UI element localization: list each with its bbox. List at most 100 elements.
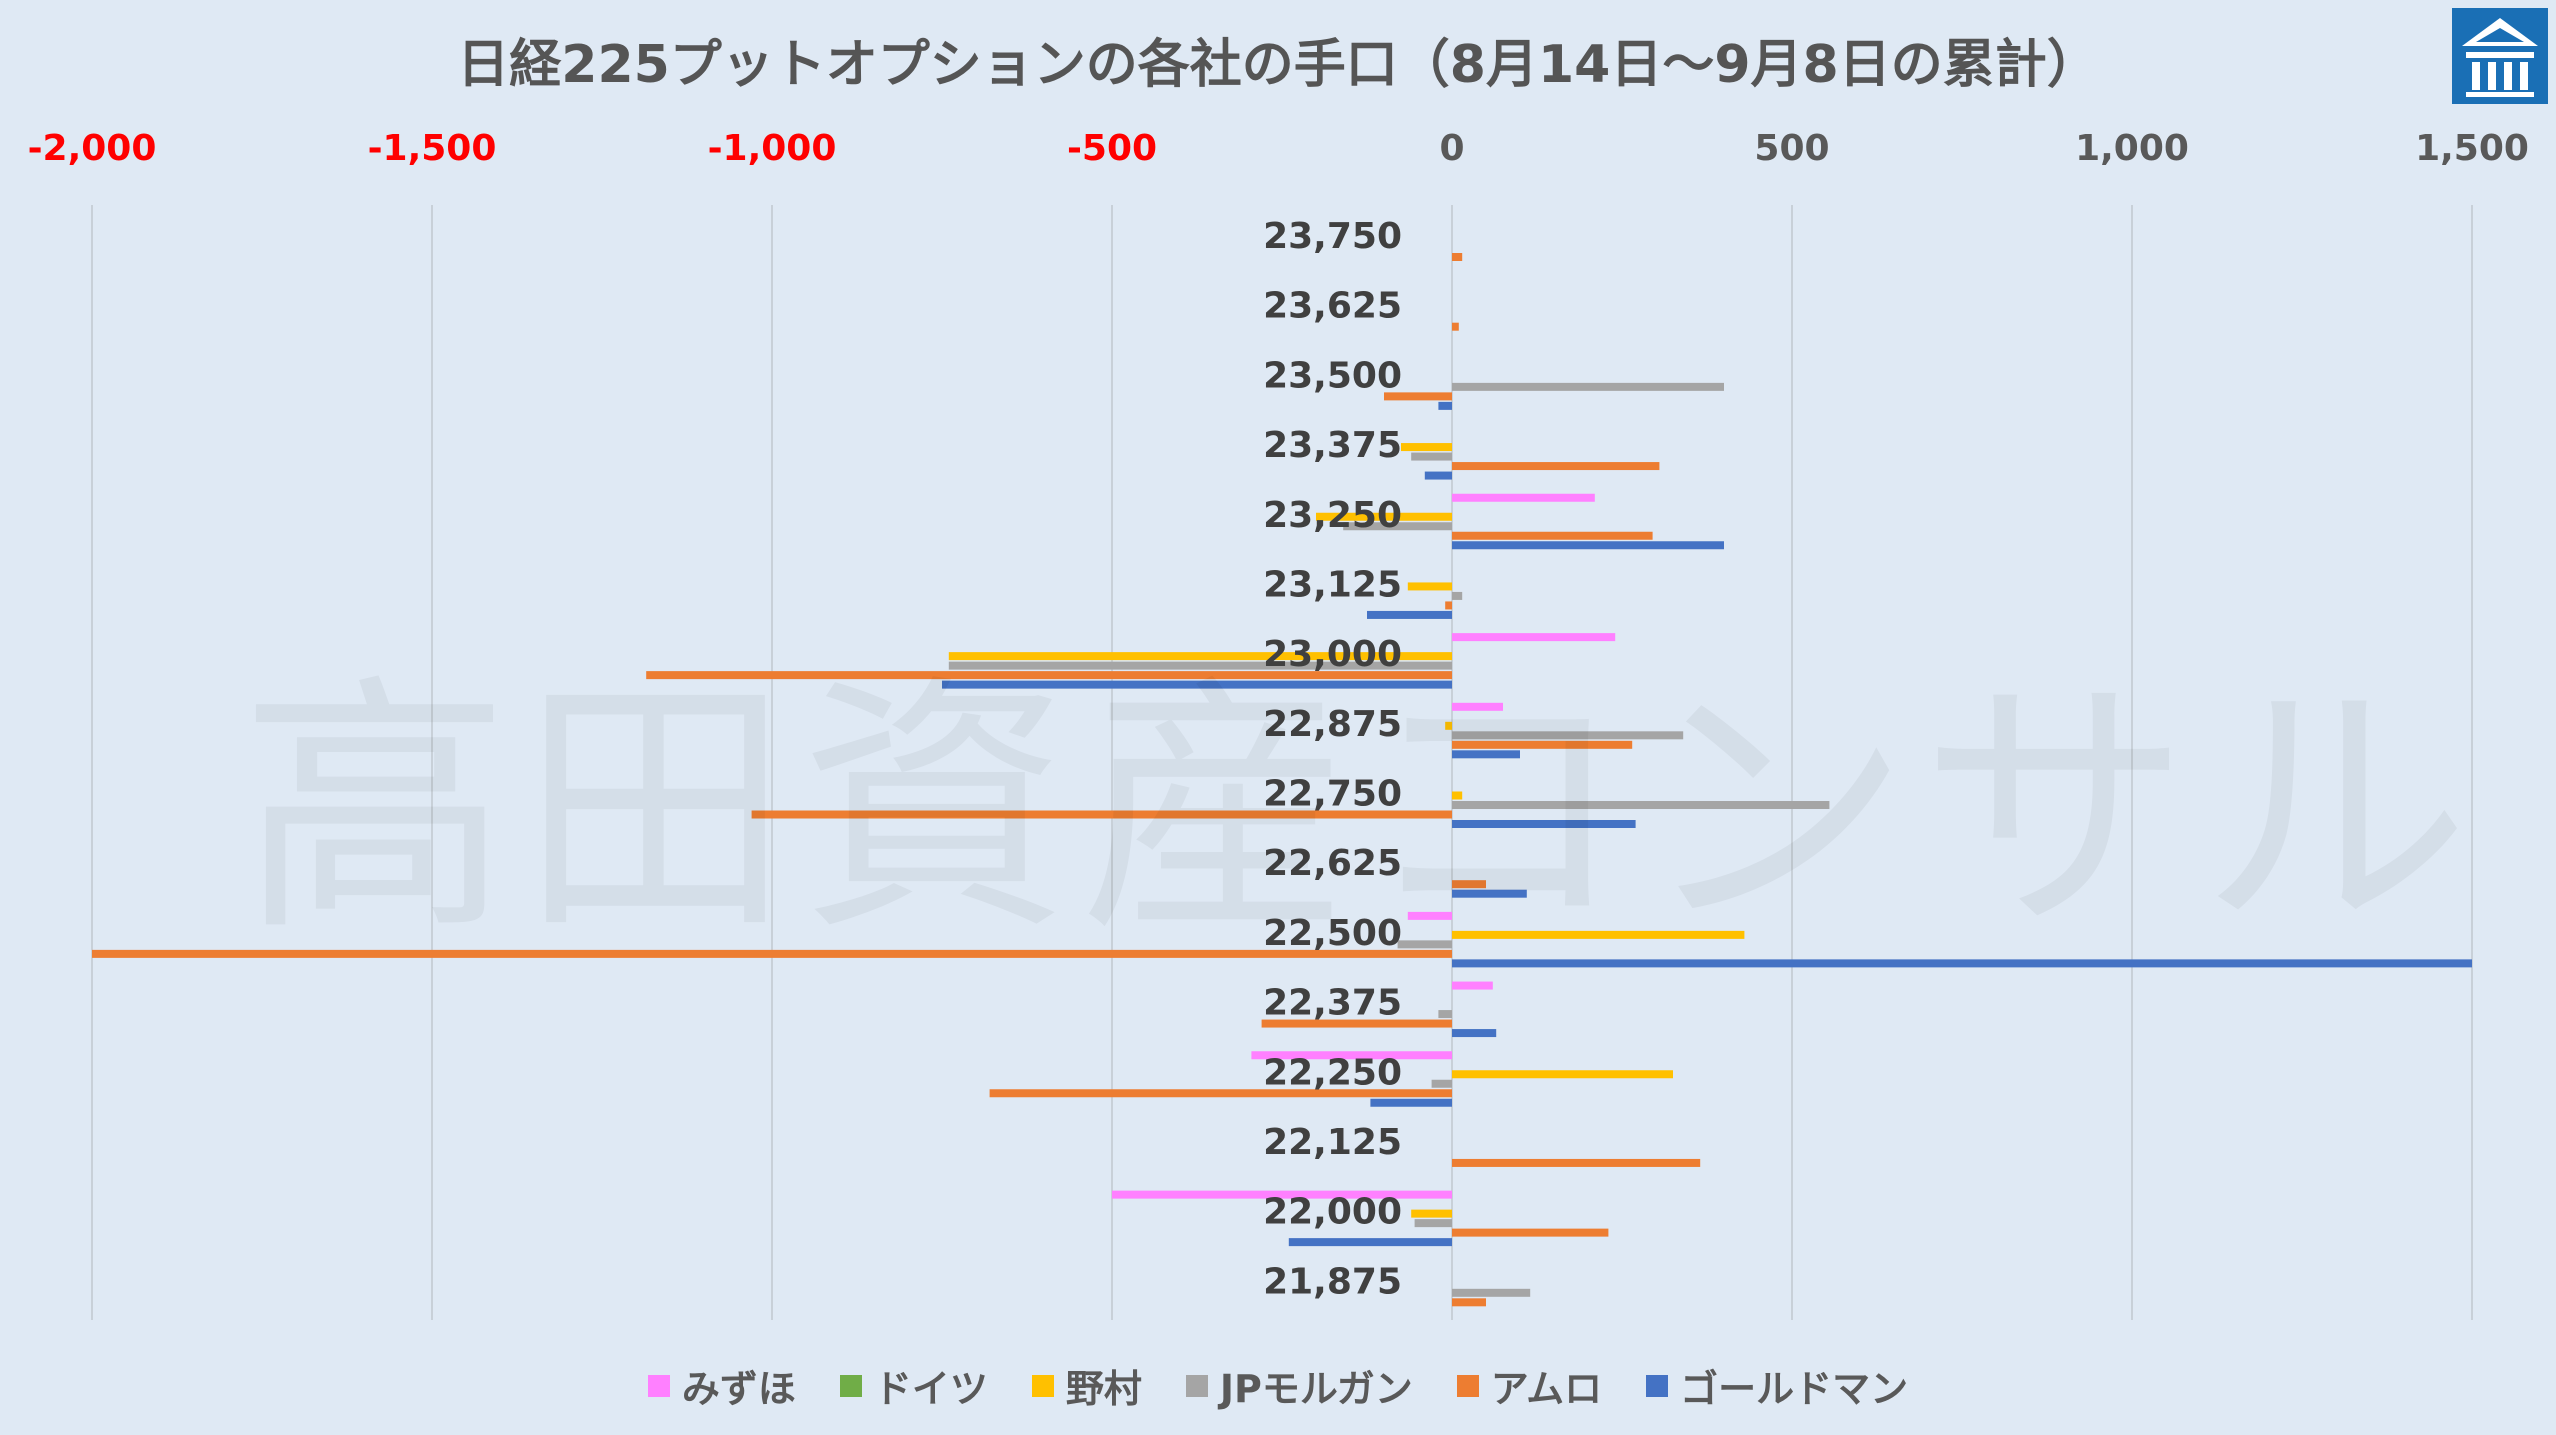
bar <box>1452 541 1724 550</box>
bar <box>1261 1019 1452 1028</box>
bar <box>1411 1209 1452 1218</box>
bar <box>1407 582 1452 591</box>
bar <box>1452 889 1527 898</box>
bar <box>1452 1070 1673 1079</box>
bar <box>1452 591 1463 600</box>
bar <box>1452 820 1636 828</box>
company-logo <box>2452 8 2548 104</box>
category-label: 23,000 <box>1263 634 1402 675</box>
category-label: 22,375 <box>1263 983 1402 1024</box>
bar <box>1452 981 1493 990</box>
bar <box>1452 253 1463 261</box>
category-label: 22,625 <box>1263 843 1402 884</box>
x-tick-label: -500 <box>1067 128 1157 169</box>
category-label: 23,500 <box>1263 355 1402 396</box>
category-label: 23,625 <box>1263 286 1402 327</box>
x-tick-label: 0 <box>1439 128 1464 169</box>
legend-swatch <box>647 1374 670 1397</box>
category-label: 22,125 <box>1263 1122 1402 1163</box>
bar <box>1401 443 1452 452</box>
bar <box>92 949 1452 958</box>
bar <box>1288 1238 1452 1247</box>
bar <box>1452 1228 1609 1237</box>
bar <box>1431 1079 1452 1088</box>
bar <box>1452 1158 1701 1167</box>
bar <box>1452 801 1830 809</box>
bar <box>1452 880 1486 889</box>
x-tick-label: 1,500 <box>2415 128 2529 169</box>
bar <box>1316 512 1452 521</box>
category-label: 22,250 <box>1263 1052 1402 1093</box>
legend-label: みずほ <box>681 1367 796 1411</box>
bar <box>1438 1010 1452 1019</box>
bar <box>1452 382 1724 391</box>
legend-item: ゴールドマン <box>1646 1358 1908 1413</box>
legend-label: 野村 <box>1065 1367 1142 1411</box>
legend-swatch <box>1646 1374 1669 1397</box>
bar <box>1445 601 1452 610</box>
legend-item: みずほ <box>647 1358 796 1413</box>
bar <box>1411 452 1452 461</box>
bar <box>751 810 1452 819</box>
bar <box>989 1089 1452 1098</box>
legend-swatch <box>839 1374 862 1397</box>
bar <box>1452 462 1660 471</box>
category-label: 23,750 <box>1263 216 1402 257</box>
bars <box>92 253 2472 1307</box>
x-tick-label: 1,000 <box>2075 128 2189 169</box>
bar <box>1370 1098 1452 1107</box>
x-tick-label: 500 <box>1754 128 1829 169</box>
bar <box>1452 531 1653 540</box>
category-label: 22,000 <box>1263 1192 1402 1233</box>
bar <box>1452 959 2472 968</box>
bar <box>1438 401 1452 410</box>
bar <box>1452 791 1463 800</box>
bar <box>942 680 1452 689</box>
bar <box>1367 610 1452 619</box>
bar <box>1452 750 1520 759</box>
bar <box>1452 740 1633 749</box>
bar <box>1452 1288 1531 1297</box>
bar <box>1407 911 1452 920</box>
x-tick-label: -1,500 <box>368 128 497 169</box>
bar <box>1452 1298 1486 1307</box>
legend-label: ゴールドマン <box>1680 1367 1909 1411</box>
legend: みずほ ドイツ 野村 JPモルガン アムロ ゴールドマン <box>0 1358 2556 1413</box>
chart-title: 日経225プットオプションの各社の手口（8月14日～9月8日の累計） <box>457 35 2099 95</box>
bar <box>646 671 1452 680</box>
bar <box>1414 1219 1452 1228</box>
legend-swatch <box>1031 1374 1054 1397</box>
category-label: 23,375 <box>1263 425 1402 466</box>
category-label: 23,125 <box>1263 564 1402 605</box>
category-label: 22,750 <box>1263 774 1402 815</box>
x-axis-tick-labels: -2,000 -1,500 -1,000 -500 0 500 1,000 1,500 <box>28 128 2529 169</box>
bar <box>1452 322 1459 331</box>
legend-label: JPモルガン <box>1219 1367 1413 1411</box>
bar <box>1251 1051 1452 1060</box>
bar <box>1397 940 1452 949</box>
x-tick-label: -1,000 <box>708 128 837 169</box>
legend-label: ドイツ <box>873 1367 988 1411</box>
watermark: 高田資産コンサル <box>240 590 2480 981</box>
legend-item: JPモルガン <box>1185 1358 1413 1413</box>
bar <box>1112 1190 1452 1199</box>
bar <box>1343 522 1452 531</box>
legend-item: アムロ <box>1456 1358 1603 1413</box>
category-labels: 23,750 23,625 23,500 23,375 23,250 23,125 23,0… <box>1263 216 1402 1302</box>
category-label: 22,875 <box>1263 704 1402 745</box>
legend-item: 野村 <box>1031 1358 1142 1413</box>
bar <box>1452 633 1616 642</box>
category-label: 22,500 <box>1263 913 1402 954</box>
bar <box>1452 702 1503 711</box>
grid-lines <box>91 205 2473 1320</box>
legend-item: ドイツ <box>839 1358 988 1413</box>
bar <box>948 652 1452 661</box>
legend-label: アムロ <box>1490 1367 1603 1411</box>
bar <box>1384 392 1452 401</box>
bar <box>1424 471 1452 480</box>
x-tick-label: -2,000 <box>28 128 157 169</box>
bar <box>1452 1029 1497 1038</box>
category-label: 21,875 <box>1263 1261 1402 1302</box>
legend-swatch <box>1185 1374 1208 1397</box>
